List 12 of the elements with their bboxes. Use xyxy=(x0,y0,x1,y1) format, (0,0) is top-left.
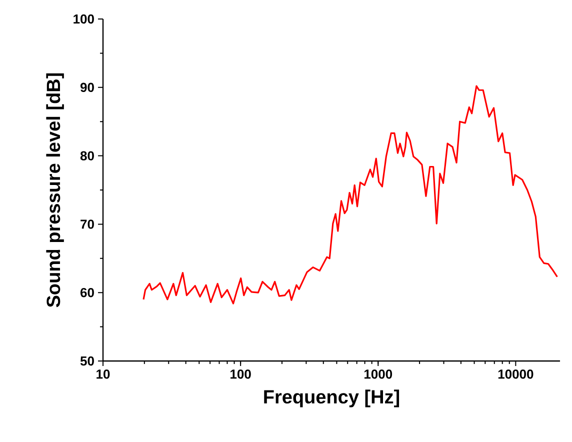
x-tick-label: 10000 xyxy=(498,370,534,379)
y-tick-label: 50 xyxy=(80,356,94,366)
y-tick-label: 60 xyxy=(80,288,94,298)
y-tick-label: 70 xyxy=(80,220,94,229)
y-axis-title: Sound pressure level [dB] xyxy=(46,73,64,308)
y-tick-label: 100 xyxy=(74,14,94,24)
x-tick-label: 100 xyxy=(230,370,251,379)
x-tick-label: 10 xyxy=(96,370,110,379)
y-tick-label: 90 xyxy=(80,82,94,92)
x-tick-label: 1000 xyxy=(364,370,392,379)
y-tick-label: 80 xyxy=(80,151,94,160)
x-axis-title: Frequency [Hz] xyxy=(264,390,400,408)
